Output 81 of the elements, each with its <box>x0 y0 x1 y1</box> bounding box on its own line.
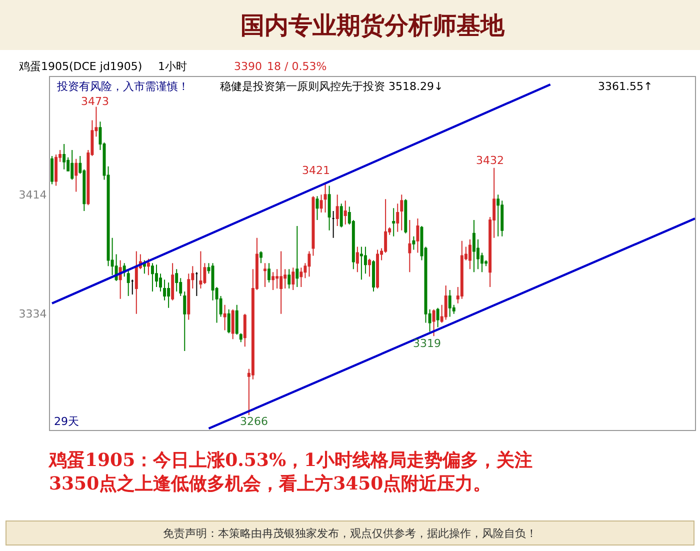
candlestick <box>320 194 323 214</box>
candlestick <box>175 268 178 292</box>
candlestick <box>368 258 371 278</box>
candlestick <box>416 218 420 254</box>
candlestick <box>50 155 54 185</box>
y-tick-label: 3414 <box>18 188 47 202</box>
annotation: 投资有风险，入市需谨慎！ <box>56 80 189 93</box>
candlestick <box>134 250 138 314</box>
candlestick <box>199 250 202 289</box>
candlestick <box>392 208 396 237</box>
candlestick <box>432 308 436 337</box>
candlestick <box>444 285 448 320</box>
candlestick <box>412 236 416 250</box>
candlestick <box>126 268 130 296</box>
candlestick <box>460 240 464 300</box>
candlestick <box>308 250 311 278</box>
annotation: 3361.55↑ <box>598 80 653 93</box>
candlestick <box>376 249 380 289</box>
text: 3390 <box>234 60 262 73</box>
annotation: 3432 <box>476 154 504 167</box>
candlestick <box>328 185 331 231</box>
text: 鸡蛋1905：今日上涨0.53%，1小时线格局走势偏多，关注 3350点之上逢低做多机会，看上方3450点附近压力。 <box>48 450 533 494</box>
candlestick <box>292 267 295 290</box>
candlestick <box>340 203 343 228</box>
candlestick <box>74 158 78 192</box>
candlestick <box>62 144 66 170</box>
candlestick <box>272 272 275 290</box>
annotation: 3421 <box>302 164 330 177</box>
candlestick <box>223 304 226 331</box>
candlestick <box>372 260 375 292</box>
candlestick <box>356 246 359 273</box>
candlestick <box>468 238 472 270</box>
candlestick <box>360 246 363 280</box>
candlestick <box>239 332 242 343</box>
text: 鸡蛋1905(DCE jd1905) <box>18 60 142 73</box>
text: 1小时 <box>158 60 187 73</box>
candlestick <box>312 196 315 256</box>
candlestick <box>280 250 283 314</box>
candlestick <box>264 262 266 288</box>
candlestick <box>235 304 238 336</box>
candlestick <box>404 198 408 234</box>
candlestick <box>183 290 186 352</box>
annotation: 稳健是投资第一原则风控先于投资 3518.29↓ <box>220 80 444 93</box>
candlestick <box>118 260 122 300</box>
candlestick <box>300 267 303 288</box>
annotation: 3319 <box>413 337 441 350</box>
candlestick <box>231 308 234 340</box>
annotation: 3266 <box>240 415 268 428</box>
candlestick <box>296 225 299 288</box>
candlestick <box>260 250 262 264</box>
candlestick <box>146 258 150 276</box>
candlestick <box>332 210 335 238</box>
annotation: 3473 <box>81 95 109 108</box>
candlestick <box>344 200 347 225</box>
candlestick <box>227 308 230 334</box>
candlestick <box>167 282 170 308</box>
candlestick <box>396 203 400 232</box>
candlestick <box>288 268 291 289</box>
candlestick <box>496 194 500 237</box>
candlestick <box>408 219 412 273</box>
candlestick <box>400 194 404 231</box>
candlestick <box>436 307 440 328</box>
candlestick <box>155 264 158 288</box>
candlestick <box>195 272 198 296</box>
text: 18 / 0.53% <box>267 60 327 73</box>
y-tick-label: 3334 <box>18 308 47 321</box>
candlestick <box>70 149 74 180</box>
candlestick <box>448 289 452 318</box>
candlestick <box>243 313 246 348</box>
candlestick <box>268 262 270 284</box>
text: 免责声明：本策略由冉茂银独家发布，观点仅供参考，据此操作，风险自负！ <box>163 527 537 540</box>
annotation: 29天 <box>54 415 79 428</box>
candlestick <box>54 154 58 186</box>
candlestick <box>171 262 174 301</box>
candlestick <box>472 219 476 273</box>
candlestick <box>316 196 319 220</box>
candlestick <box>150 262 154 292</box>
candlestick <box>336 194 339 226</box>
candlestick <box>324 184 327 214</box>
chart-title: 国内专业期货分析师基地 <box>240 11 506 40</box>
candlestick <box>130 279 134 295</box>
